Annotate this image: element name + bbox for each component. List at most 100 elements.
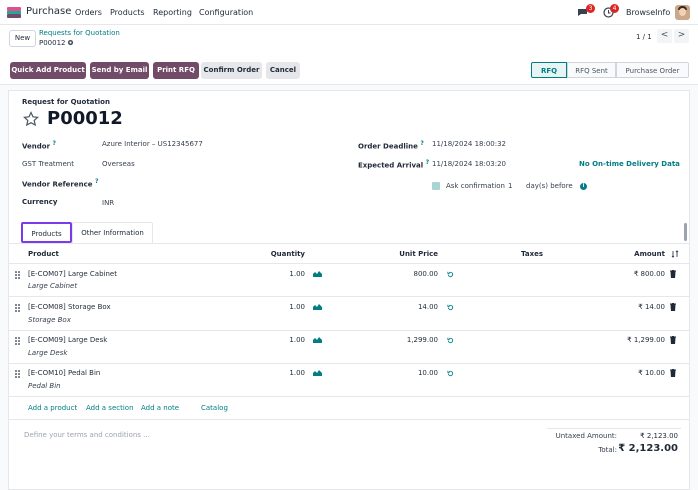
catalog-link[interactable]: Catalog (201, 404, 228, 412)
menu-configuration[interactable]: Configuration (199, 8, 254, 17)
send-by-email-button[interactable]: Send by Email (90, 62, 149, 79)
status-rfq-sent[interactable]: RFQ Sent (567, 62, 616, 78)
new-button[interactable]: New (9, 30, 36, 47)
row-product-code[interactable]: [E-COM10] Pedal Bin (28, 369, 101, 377)
add-product-link[interactable]: Add a product (28, 404, 78, 412)
help-mark: ? (425, 159, 430, 166)
app-grid-icon[interactable] (7, 7, 21, 18)
company-switcher[interactable]: BrowseInfo (626, 8, 671, 17)
col-quantity[interactable]: Quantity (270, 250, 305, 258)
status-rfq[interactable]: RFQ (531, 62, 567, 78)
info-icon: i (580, 183, 587, 190)
col-unit-price[interactable]: Unit Price (399, 250, 438, 258)
drag-handle-icon[interactable] (15, 271, 20, 279)
trash-icon[interactable] (670, 270, 676, 278)
total-label: Total: (598, 446, 617, 454)
refresh-icon[interactable] (447, 370, 454, 377)
expected-arrival-field[interactable]: 11/18/2024 18:03:20 (432, 160, 507, 168)
tab-products[interactable]: Products (21, 222, 72, 243)
row-product-description[interactable]: Pedal Bin (28, 382, 61, 390)
help-mark: ? (94, 178, 99, 185)
menu-products[interactable]: Products (110, 8, 145, 17)
forecast-chart-icon[interactable] (313, 304, 322, 310)
row-product-code[interactable]: [E-COM07] Large Cabinet (28, 270, 117, 278)
refresh-icon[interactable] (447, 304, 454, 311)
row-amount: ₹ 14.00 (638, 303, 665, 311)
add-section-link[interactable]: Add a section (86, 404, 134, 412)
column-settings-icon[interactable] (671, 250, 679, 258)
confirm-order-button[interactable]: Confirm Order (201, 62, 262, 79)
pager-value: 1 / 1 (636, 33, 652, 41)
expected-arrival-label: Expected Arrival ? (358, 159, 429, 169)
row-unit-price[interactable]: 800.00 (413, 270, 439, 278)
add-note-link[interactable]: Add a note (141, 404, 180, 412)
row-product-code[interactable]: [E-COM08] Storage Box (28, 303, 111, 311)
ask-confirmation-checkbox[interactable] (432, 182, 440, 190)
messages-badge: 3 (586, 4, 595, 13)
quick-add-product-button[interactable]: Quick Add Product (10, 62, 86, 79)
row-quantity[interactable]: 1.00 (289, 369, 305, 377)
control-panel (0, 25, 698, 55)
user-avatar[interactable] (675, 5, 690, 20)
row-quantity[interactable]: 1.00 (289, 270, 305, 278)
refresh-icon[interactable] (447, 271, 454, 278)
forecast-chart-icon[interactable] (313, 271, 322, 277)
tab-other-information[interactable]: Other Information (72, 222, 153, 243)
menu-orders[interactable]: Orders (75, 8, 102, 17)
pager-previous-button[interactable]: < (657, 29, 672, 43)
row-divider (9, 330, 689, 331)
trash-icon[interactable] (670, 336, 676, 344)
row-unit-price[interactable]: 1,299.00 (406, 336, 438, 344)
scrollbar-handle[interactable] (684, 223, 687, 241)
vendor-label: Vendor ? (22, 140, 56, 150)
terms-conditions-field[interactable]: Define your terms and conditions ... (24, 431, 150, 439)
row-unit-price[interactable]: 14.00 (417, 303, 438, 311)
row-quantity[interactable]: 1.00 (289, 303, 305, 311)
row-amount: ₹ 10.00 (638, 369, 665, 377)
top-navbar (0, 0, 698, 25)
row-product-description[interactable]: Storage Box (28, 316, 71, 324)
app-name[interactable]: Purchase (26, 6, 72, 17)
gear-icon[interactable] (67, 39, 74, 46)
status-purchase-order[interactable]: Purchase Order (616, 62, 689, 78)
row-product-description[interactable]: Large Desk (28, 349, 68, 357)
chat-icon[interactable] (577, 8, 588, 17)
order-deadline-label-text: Order Deadline (358, 142, 418, 151)
form-sheet (8, 90, 690, 490)
row-product-description[interactable]: Large Cabinet (28, 282, 78, 290)
expected-arrival-label-text: Expected Arrival (358, 161, 424, 170)
vendor-field[interactable]: Azure Interior – US12345677 (102, 140, 203, 148)
confirmation-days-field[interactable]: 1 (508, 182, 513, 190)
untaxed-amount-label: Untaxed Amount: (555, 432, 617, 440)
order-deadline-label: Order Deadline ? (358, 140, 424, 150)
cancel-button[interactable]: Cancel (266, 62, 300, 79)
col-taxes[interactable]: Taxes (521, 250, 544, 258)
menu-reporting[interactable]: Reporting (153, 8, 192, 17)
trash-icon[interactable] (670, 369, 676, 377)
vendor-reference-label: Vendor Reference ? (22, 178, 98, 188)
row-product-code[interactable]: [E-COM09] Large Desk (28, 336, 108, 344)
star-icon[interactable] (23, 111, 39, 127)
order-deadline-field[interactable]: 11/18/2024 18:00:32 (432, 140, 507, 148)
totals-divider (547, 428, 681, 429)
forecast-chart-icon[interactable] (313, 370, 322, 376)
refresh-icon[interactable] (447, 337, 454, 344)
trash-icon[interactable] (670, 303, 676, 311)
row-quantity[interactable]: 1.00 (289, 336, 305, 344)
print-rfq-button[interactable]: Print RFQ (153, 62, 199, 79)
pager-next-button[interactable]: > (674, 29, 689, 43)
drag-handle-icon[interactable] (15, 337, 20, 345)
table-header-divider (9, 263, 689, 264)
forecast-chart-icon[interactable] (313, 337, 322, 343)
drag-handle-icon[interactable] (15, 304, 20, 312)
row-divider (9, 363, 689, 364)
on-time-delivery-text: No On-time Delivery Data (579, 160, 680, 168)
drag-handle-icon[interactable] (15, 370, 20, 378)
col-product[interactable]: Product (28, 250, 59, 258)
breadcrumb-rfq-link[interactable]: Requests for Quotation (39, 29, 120, 37)
gst-treatment-field[interactable]: Overseas (102, 160, 135, 168)
row-unit-price[interactable]: 10.00 (417, 369, 438, 377)
col-amount[interactable]: Amount (634, 250, 665, 258)
tab-divider (9, 243, 689, 244)
currency-field[interactable]: INR (102, 199, 115, 207)
